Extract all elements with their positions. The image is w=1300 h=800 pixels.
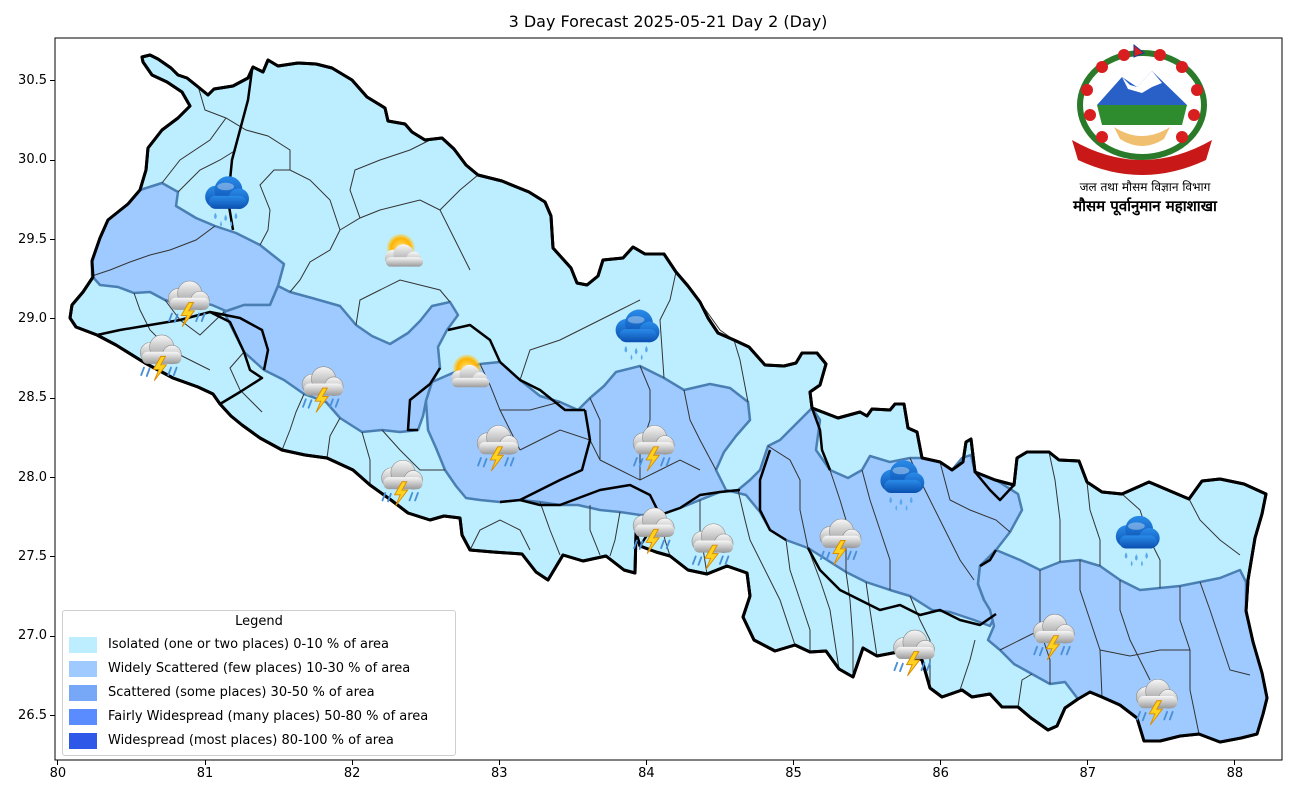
legend-label: Scattered (some places) 30-50 % of area [108,685,375,700]
legend-swatch [69,660,97,677]
legend-box: Legend Isolated (one or two places) 0-10… [62,610,456,756]
nepal-government-emblem-icon [1072,43,1212,175]
y-tick-mark [50,556,55,558]
y-tick-label: 27.5 [18,548,47,564]
y-tick-label: 27.0 [18,628,47,644]
x-tick-label: 84 [638,766,655,781]
x-tick-mark [57,760,59,765]
legend-swatch [69,636,97,653]
y-tick-label: 29.0 [18,310,47,326]
legend-item-isolated: Isolated (one or two places) 0-10 % of a… [69,635,389,655]
y-tick-mark [50,318,55,320]
x-tick-label: 80 [49,766,67,781]
country-border-line [68,53,1269,744]
x-tick-mark [498,760,500,765]
x-tick-label: 81 [196,766,214,781]
y-tick-mark [50,239,55,241]
x-tick-label: 85 [785,766,802,781]
legend-item-widely-scattered: Widely Scattered (few places) 10-30 % of… [69,659,410,679]
legend-label: Fairly Widespread (many places) 50-80 % … [108,709,429,724]
x-tick-mark [1087,760,1089,765]
y-tick-mark [50,635,55,637]
legend-title: Legend [235,614,283,629]
y-tick-label: 28.0 [18,469,47,485]
y-tick-mark [50,397,55,399]
x-tick-mark [793,760,795,765]
y-tick-label: 26.5 [18,707,47,723]
division-name: मौसम पूर्वानुमान महाशाखा [1073,197,1217,215]
legend-swatch [69,684,97,701]
y-tick-label: 30.5 [18,72,47,88]
legend-swatch [69,732,97,749]
y-tick-label: 30.0 [18,152,47,168]
x-tick-mark [645,760,647,765]
department-name: जल तथा मौसम विज्ञान विभाग [1079,180,1211,194]
x-tick-mark [204,760,206,765]
y-tick-label: 29.5 [18,231,47,247]
x-tick-label: 87 [1079,766,1097,781]
x-tick-mark [1234,760,1236,765]
y-tick-mark [50,159,55,161]
legend-swatch [69,708,97,725]
legend-item-fairly-widespread: Fairly Widespread (many places) 50-80 % … [69,707,428,727]
legend-label: Widely Scattered (few places) 10-30 % of… [108,661,411,676]
legend-label: Isolated (one or two places) 0-10 % of a… [108,637,389,652]
district-boundaries [91,85,1251,735]
legend-label: Widespread (most places) 80-100 % of are… [108,733,394,748]
map-title: 3 Day Forecast 2025-05-21 Day 2 (Day) [508,12,828,31]
legend-item-scattered: Scattered (some places) 30-50 % of area [69,683,375,703]
x-tick-label: 88 [1226,766,1244,781]
y-tick-mark [50,477,55,479]
y-tick-label: 28.5 [18,390,47,406]
x-tick-label: 82 [343,766,361,781]
zone-central [424,360,1024,628]
y-tick-mark [50,80,55,82]
x-tick-label: 86 [932,766,949,781]
y-tick-mark [50,715,55,717]
x-tick-mark [940,760,942,765]
x-tick-mark [351,760,353,765]
x-tick-label: 83 [491,766,508,781]
legend-item-widespread: Widespread (most places) 80-100 % of are… [69,731,394,751]
